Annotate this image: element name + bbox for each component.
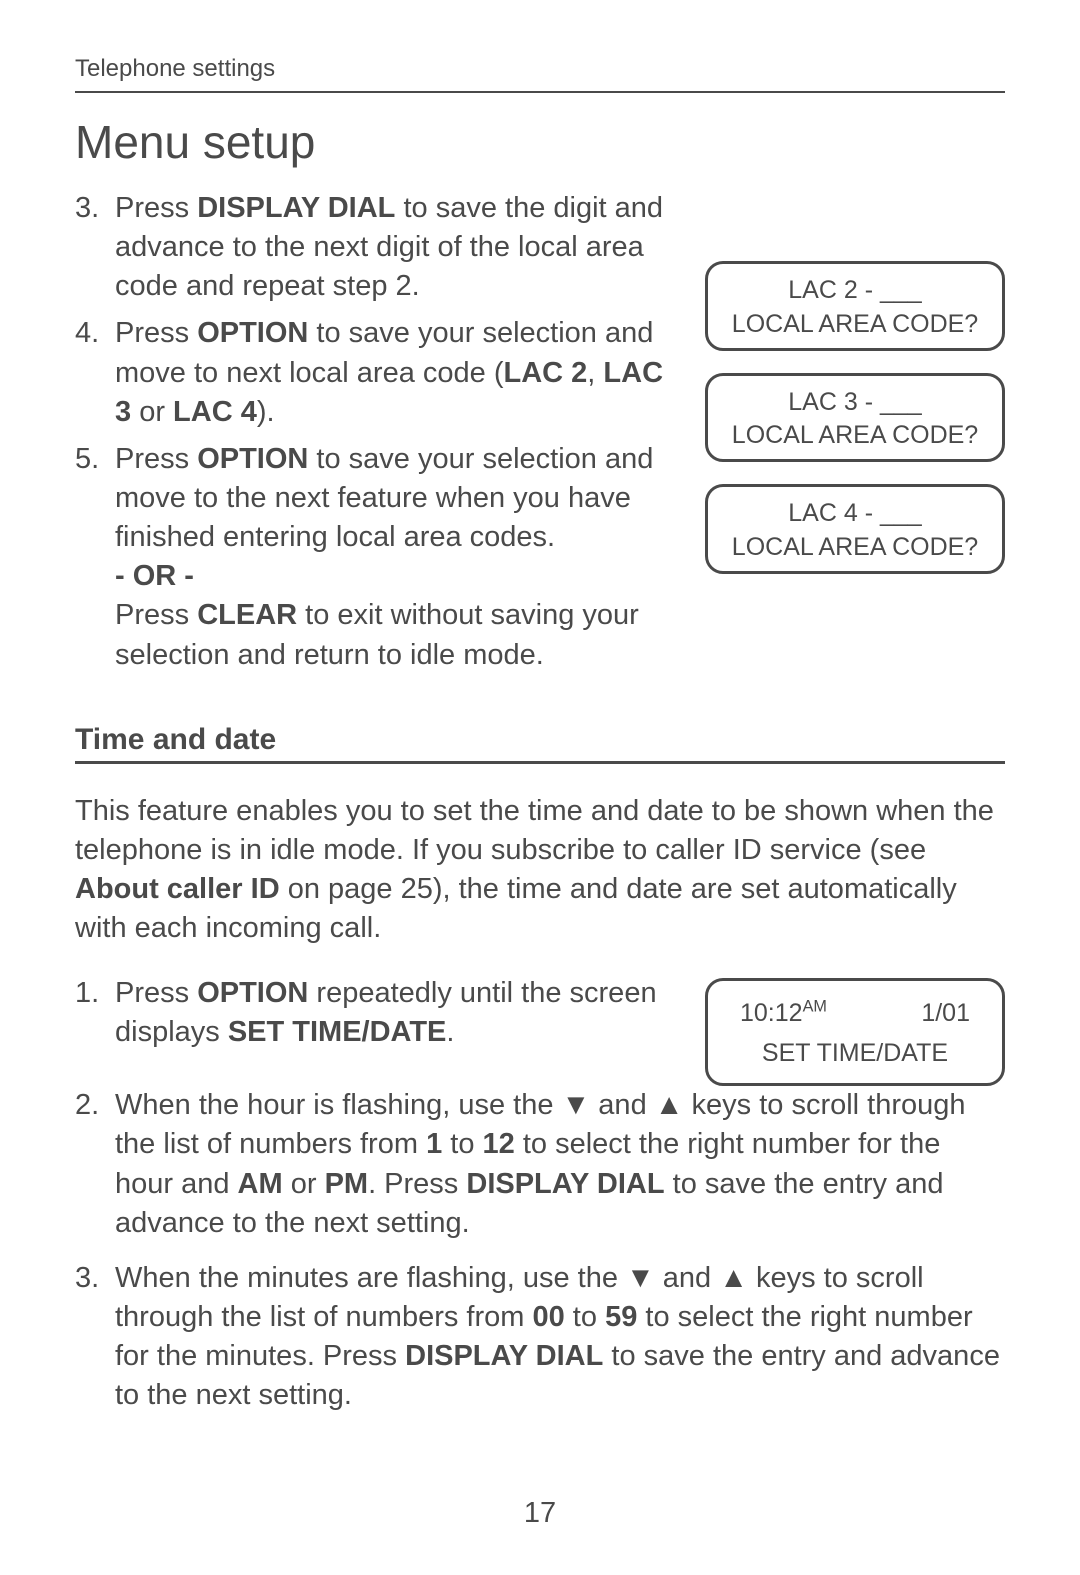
step-4: 4. Press OPTION to save your selection a… [75, 314, 687, 431]
step-3: 3. Press DISPLAY DIAL to save the digit … [75, 189, 687, 306]
step-number: 1. [75, 974, 115, 1052]
screen-label: SET TIME/DATE [722, 1033, 988, 1073]
step-body: Press OPTION to save your selection and … [115, 440, 687, 675]
lcd-screen-lac3: LAC 3 - ___ LOCAL AREA CODE? [705, 373, 1005, 463]
page-title: Menu setup [75, 115, 1005, 169]
time-date-intro: This feature enables you to set the time… [75, 792, 1005, 949]
step-body: When the minutes are flashing, use the ▼… [115, 1259, 1005, 1416]
screen-column: LAC 2 - ___ LOCAL AREA CODE? LAC 3 - ___… [705, 189, 1005, 683]
step-b3: 3. When the minutes are flashing, use th… [75, 1259, 1005, 1416]
lcd-screen-time-date: 10:12AM 1/01 SET TIME/DATE [705, 978, 1005, 1086]
lcd-screen-lac4: LAC 4 - ___ LOCAL AREA CODE? [705, 484, 1005, 574]
step-number: 3. [75, 1259, 115, 1416]
up-triangle-icon: ▲ [655, 1089, 684, 1121]
step-body: Press OPTION repeatedly until the screen… [115, 974, 687, 1052]
step-5: 5. Press OPTION to save your selection a… [75, 440, 687, 675]
instruction-list-b: 10:12AM 1/01 SET TIME/DATE 1. Press OPTI… [75, 974, 1005, 1415]
up-triangle-icon: ▲ [719, 1262, 748, 1294]
step-body: Press OPTION to save your selection and … [115, 314, 687, 431]
step-body: When the hour is flashing, use the ▼ and… [115, 1086, 1005, 1243]
step-number: 4. [75, 314, 115, 431]
screen-time: 10:12AM [740, 993, 827, 1033]
screen-line: LOCAL AREA CODE? [718, 419, 992, 453]
or-label: - OR - [115, 560, 194, 592]
screen-line: LAC 2 - ___ [718, 274, 992, 308]
screen-line: LAC 3 - ___ [718, 386, 992, 420]
screen-line: LOCAL AREA CODE? [718, 308, 992, 342]
step-number: 5. [75, 440, 115, 675]
lcd-screen-lac2: LAC 2 - ___ LOCAL AREA CODE? [705, 261, 1005, 351]
instruction-list-a: 3. Press DISPLAY DIAL to save the digit … [75, 189, 687, 683]
step-body: Press DISPLAY DIAL to save the digit and… [115, 189, 687, 306]
down-triangle-icon: ▼ [562, 1089, 591, 1121]
screen-date: 1/01 [921, 993, 970, 1033]
breadcrumb: Telephone settings [75, 55, 1005, 93]
page-number: 17 [0, 1497, 1080, 1530]
step-b2: 2. When the hour is flashing, use the ▼ … [75, 1086, 1005, 1243]
step-number: 2. [75, 1086, 115, 1243]
screen-line: LAC 4 - ___ [718, 497, 992, 531]
step-number: 3. [75, 189, 115, 306]
down-triangle-icon: ▼ [626, 1262, 655, 1294]
screen-line: LOCAL AREA CODE? [718, 531, 992, 565]
step-b1: 1. Press OPTION repeatedly until the scr… [75, 974, 687, 1052]
section-heading-time-date: Time and date [75, 723, 1005, 764]
